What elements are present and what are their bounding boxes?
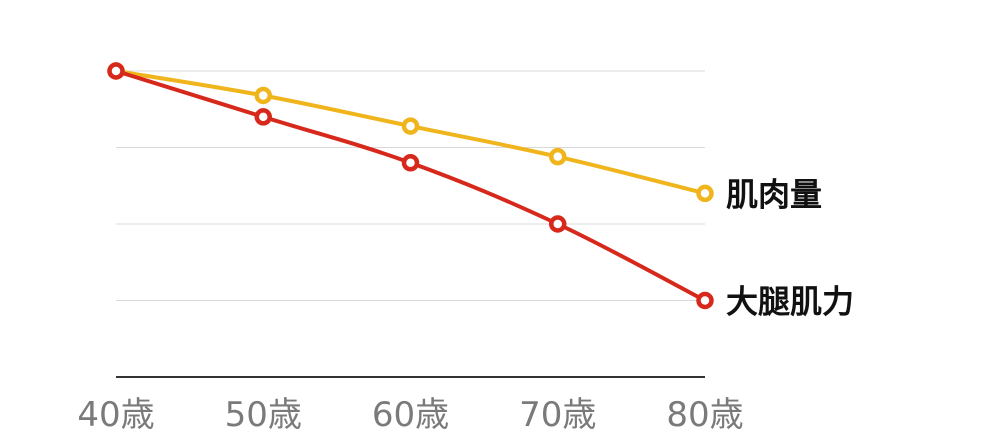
data-point-0-2 <box>401 117 420 135</box>
data-point-1-3 <box>549 215 567 233</box>
data-point-0-1 <box>254 86 272 105</box>
x-axis-tick-labels: 40歳 50歳 60歳 70歳 80歳 <box>77 395 743 435</box>
x-tick-label: 50歳 <box>225 395 302 435</box>
grid-lines <box>116 70 705 378</box>
data-point-1-4 <box>696 291 714 310</box>
series-lines <box>114 69 707 303</box>
series-line-1 <box>114 69 707 303</box>
data-point-1-0 <box>107 62 125 80</box>
data-points <box>107 62 714 310</box>
x-tick-label: 70歳 <box>519 395 596 435</box>
data-point-1-2 <box>401 154 420 172</box>
x-tick-label: 80歳 <box>666 395 743 435</box>
data-point-0-3 <box>549 147 567 166</box>
data-point-0-4 <box>696 184 714 203</box>
series-label-0: 肌肉量 <box>726 175 822 213</box>
series-label-1: 大腿肌力 <box>726 283 854 321</box>
x-tick-label: 60歳 <box>372 395 449 435</box>
data-point-1-1 <box>254 108 272 126</box>
x-tick-label: 40歳 <box>77 395 154 435</box>
